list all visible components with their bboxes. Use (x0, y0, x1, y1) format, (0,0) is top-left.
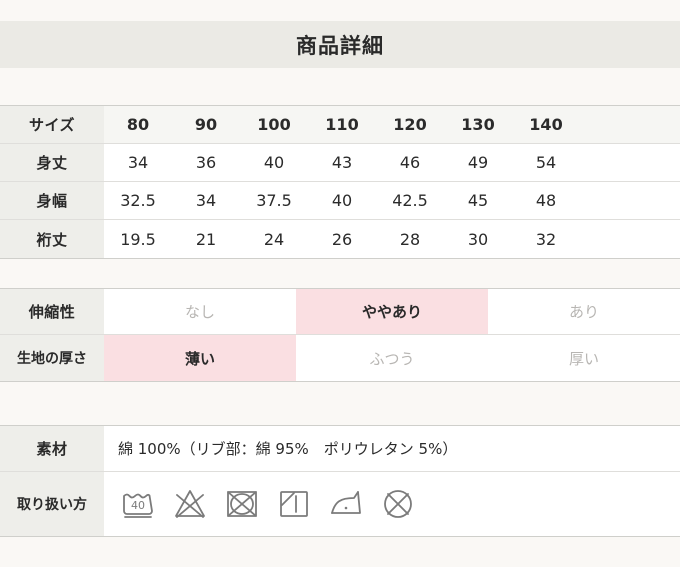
attribute-option[interactable]: 薄い (104, 335, 296, 381)
size-table: サイズ 80 90 100 110 120 130 140 身丈 34 36 40 43 46 49 54 身幅… (0, 105, 680, 259)
attribute-row: 伸縮性 なし ややあり あり (0, 289, 680, 335)
attribute-option[interactable]: あり (488, 289, 680, 334)
attribute-options: なし ややあり あり (104, 289, 680, 334)
svg-text:40: 40 (131, 499, 145, 512)
do-not-tumble-dry-icon (222, 484, 262, 524)
material-label: 素材 (0, 426, 104, 471)
size-column-header: 80 (126, 115, 150, 134)
attribute-label: 伸縮性 (0, 289, 104, 334)
measurement-cells: 34 36 40 43 46 49 54 (104, 144, 680, 181)
measurement-value: 42.5 (392, 191, 428, 210)
measurement-value: 37.5 (256, 191, 292, 210)
size-column-header: 130 (461, 115, 495, 134)
measurement-value: 30 (467, 229, 489, 249)
care-label: 取り扱い方 (0, 472, 104, 536)
measurement-value: 34 (127, 153, 149, 172)
table-row: 裄丈 19.5 21 24 26 28 30 32 (0, 220, 680, 258)
measurement-value: 36 (195, 153, 217, 172)
measurement-value: 34 (195, 191, 217, 210)
attribute-table: 伸縮性 なし ややあり あり 生地の厚さ 薄い ふつう 厚い (0, 288, 680, 382)
measurement-value: 28 (399, 229, 421, 249)
measurement-value: 49 (467, 153, 489, 172)
size-table-header-cells: 80 90 100 110 120 130 140 (104, 106, 680, 143)
measurement-value: 32 (535, 229, 557, 249)
size-column-header: 120 (393, 115, 427, 134)
attribute-label: 生地の厚さ (0, 335, 104, 381)
size-table-header-label: サイズ (0, 106, 104, 143)
line-dry-in-shade-icon (274, 484, 314, 524)
measurement-cells: 19.5 21 24 26 28 30 32 (104, 220, 680, 258)
size-column-header: 90 (194, 115, 218, 134)
measurement-value: 21 (195, 229, 217, 249)
page-title-band: 商品詳細 (0, 21, 680, 68)
iron-low-heat-icon (326, 484, 366, 524)
attribute-option[interactable]: ややあり (296, 289, 488, 334)
attribute-option[interactable]: ふつう (296, 335, 488, 381)
size-column-header: 100 (257, 115, 291, 134)
attribute-options: 薄い ふつう 厚い (104, 335, 680, 381)
attribute-option[interactable]: 厚い (488, 335, 680, 381)
care-icons: 40 (104, 472, 680, 536)
size-table-header-row: サイズ 80 90 100 110 120 130 140 (0, 106, 680, 144)
info-table: 素材綿 100%（リブ部：綿 95% ポリウレタン 5%） 取り扱い方 40 (0, 425, 680, 537)
measurement-label: 身丈 (0, 144, 104, 181)
wash-40-icon: 40 (118, 484, 158, 524)
measurement-value: 40 (331, 191, 353, 210)
size-column-header: 140 (529, 115, 563, 134)
measurement-label: 裄丈 (0, 220, 104, 258)
measurement-value: 19.5 (120, 229, 156, 249)
material-row: 素材綿 100%（リブ部：綿 95% ポリウレタン 5%） (0, 426, 680, 472)
measurement-value: 40 (263, 153, 285, 172)
measurement-value: 45 (467, 191, 489, 210)
care-row: 取り扱い方 40 (0, 472, 680, 536)
measurement-label: 身幅 (0, 182, 104, 219)
do-not-dry-clean-icon (378, 484, 418, 524)
measurement-value: 54 (535, 153, 557, 172)
do-not-bleach-icon (170, 484, 210, 524)
table-row: 身幅 32.5 34 37.5 40 42.5 45 48 (0, 182, 680, 220)
table-row: 身丈 34 36 40 43 46 49 54 (0, 144, 680, 182)
size-column-header: 110 (325, 115, 359, 134)
material-value: 綿 100%（リブ部：綿 95% ポリウレタン 5%） (104, 426, 680, 471)
measurement-value: 46 (399, 153, 421, 172)
attribute-row: 生地の厚さ 薄い ふつう 厚い (0, 335, 680, 381)
attribute-option[interactable]: なし (104, 289, 296, 334)
page-title: 商品詳細 (296, 33, 384, 58)
measurement-value: 43 (331, 153, 353, 172)
measurement-value: 48 (535, 191, 557, 210)
measurement-value: 26 (331, 229, 353, 249)
measurement-value: 32.5 (120, 191, 156, 210)
measurement-value: 24 (263, 229, 285, 249)
measurement-cells: 32.5 34 37.5 40 42.5 45 48 (104, 182, 680, 219)
